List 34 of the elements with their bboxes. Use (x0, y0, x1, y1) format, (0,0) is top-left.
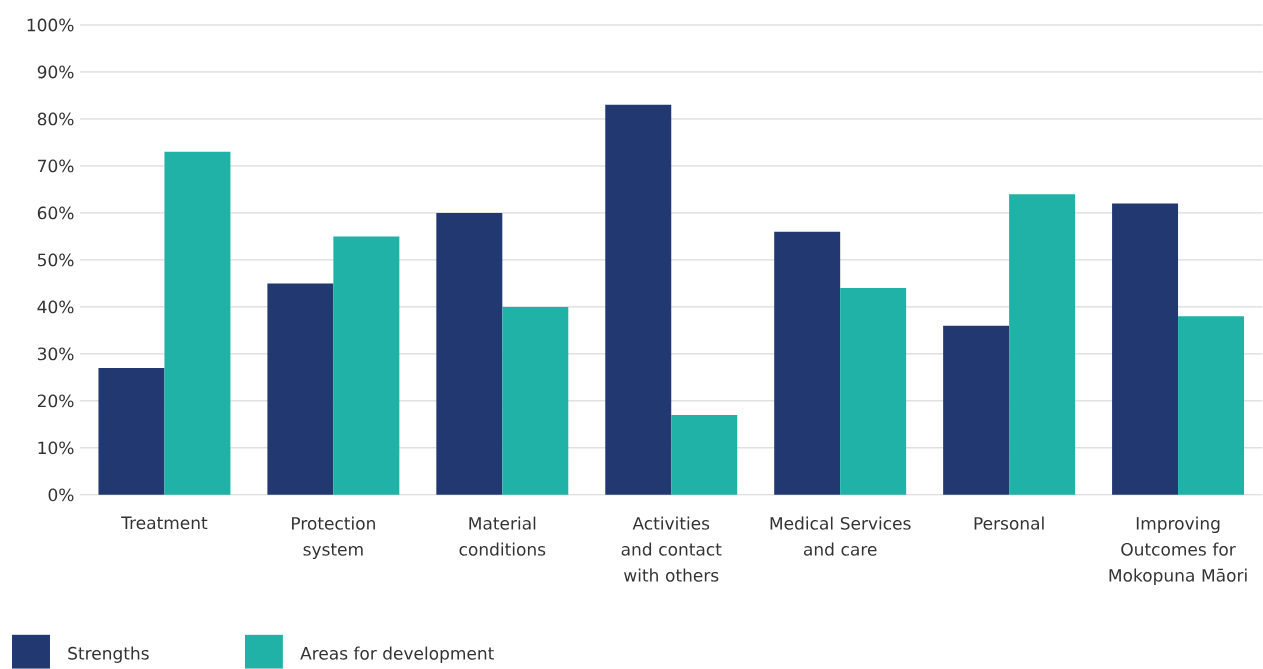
y-tick-label: 20% (37, 394, 74, 408)
bar (267, 283, 334, 495)
x-tick-label: Improving Outcomes for Mokopuna Māori (1109, 516, 1247, 586)
legend-label: Strengths (68, 646, 149, 664)
y-tick-label: 50% (37, 253, 74, 267)
y-tick-label: 100% (27, 18, 74, 32)
y-tick-label: 70% (38, 159, 74, 173)
x-tick-label: Activities and contact with others (621, 516, 722, 582)
y-tick-label: 0% (48, 488, 74, 502)
y-tick-label: 80% (37, 112, 74, 126)
legend-label: Areas for development (300, 646, 494, 664)
x-tick-label: Medical Services and care (770, 516, 911, 556)
bar (333, 236, 400, 495)
y-tick-label: 90% (37, 65, 74, 79)
bar (605, 104, 672, 495)
x-tick-label: Personal (974, 516, 1044, 530)
bar (1112, 203, 1179, 495)
x-tick-label: Protection system (292, 516, 375, 560)
bar (774, 231, 841, 495)
x-tick-label: Material conditions (459, 516, 546, 556)
x-tick-label: Treatment (121, 516, 208, 530)
bar (1009, 194, 1076, 495)
bar (1178, 316, 1245, 495)
y-tick-label: 30% (37, 347, 74, 361)
bar (943, 325, 1010, 495)
y-tick-label: 60% (37, 206, 74, 220)
bar (164, 151, 231, 495)
bar (436, 213, 503, 495)
y-tick-label: 10% (38, 441, 74, 455)
bar (502, 307, 569, 495)
bar (671, 415, 738, 495)
bar (98, 368, 165, 495)
bar (840, 288, 907, 495)
y-tick-label: 40% (37, 300, 74, 314)
